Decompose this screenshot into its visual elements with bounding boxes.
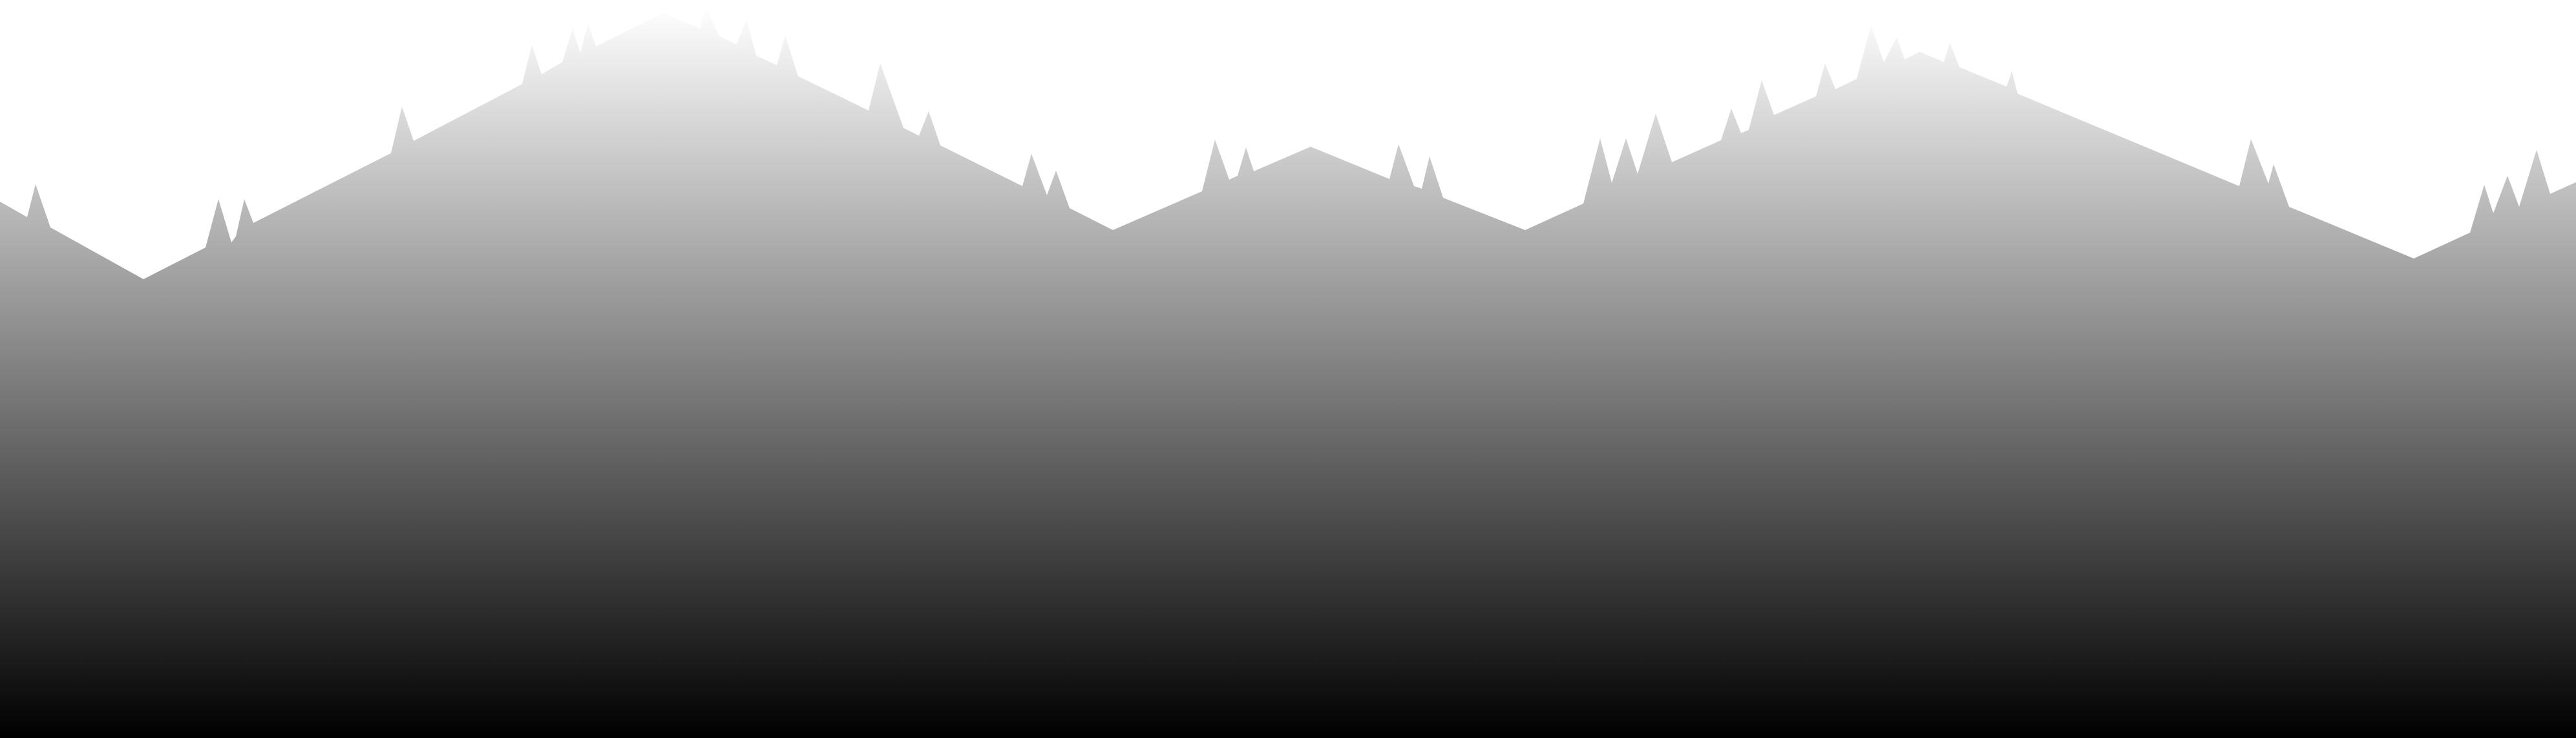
mountain-range-shape (0, 6, 2576, 738)
